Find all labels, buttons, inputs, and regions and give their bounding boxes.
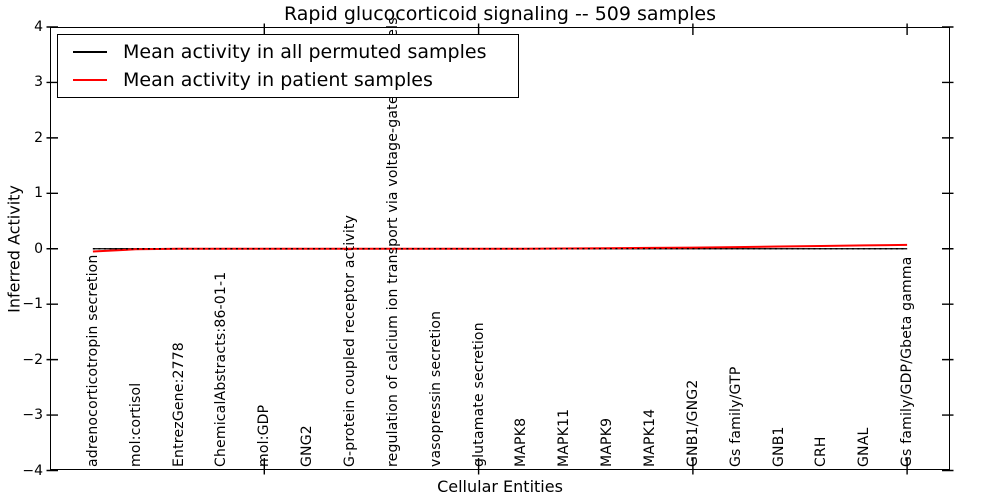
y-tick-label: 3 <box>34 74 43 91</box>
legend-line-sample-patient <box>73 79 107 81</box>
legend-entry-permuted: Mean activity in all permuted samples <box>58 41 518 63</box>
legend-entry-patient: Mean activity in patient samples <box>58 69 518 91</box>
y-tick-label: −2 <box>22 351 43 368</box>
legend-line-sample-permuted <box>73 51 107 53</box>
y-tick-label: 4 <box>34 19 43 35</box>
legend: Mean activity in all permuted samples Me… <box>57 34 519 98</box>
y-tick-label: 1 <box>34 185 43 202</box>
y-tick-label: 2 <box>34 129 43 146</box>
y-tick-label: −4 <box>22 462 43 479</box>
figure-title: Rapid glucocorticoid signaling -- 509 sa… <box>283 3 717 25</box>
legend-entry-label: Mean activity in patient samples <box>123 69 433 91</box>
x-axis-label: Cellular Entities <box>437 477 563 496</box>
y-tick-label: −1 <box>22 296 43 313</box>
legend-entry-label: Mean activity in all permuted samples <box>123 41 487 63</box>
y-tick-label: −3 <box>22 407 43 424</box>
y-tick-label: 0 <box>34 240 43 257</box>
